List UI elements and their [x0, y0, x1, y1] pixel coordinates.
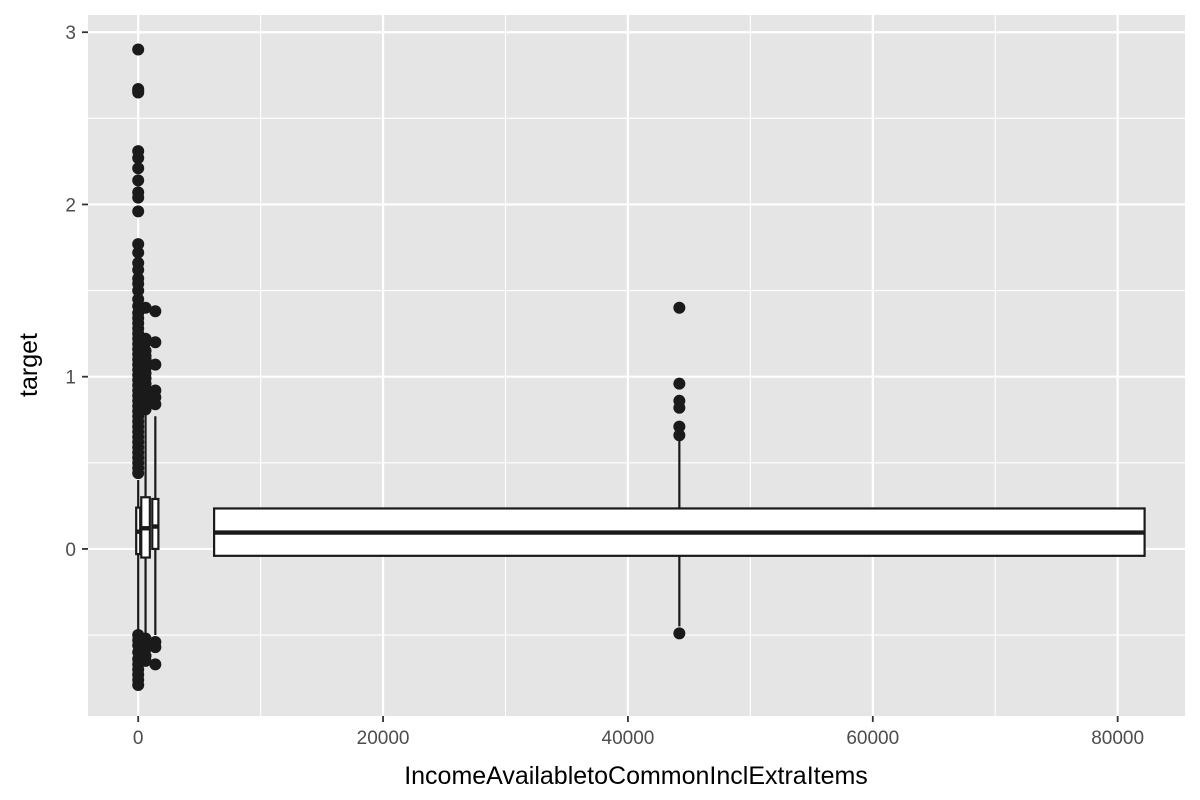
x-tick-label: 0: [133, 728, 144, 749]
x-tick-label: 60000: [846, 728, 899, 749]
outlier-point: [132, 263, 145, 276]
outlier-point: [132, 284, 145, 297]
y-tick-label: 0: [65, 540, 76, 561]
outlier-point: [132, 162, 145, 175]
outlier-point: [132, 246, 145, 259]
outlier-point: [149, 641, 162, 654]
x-axis: 0 20000 40000 60000 80000: [133, 716, 1144, 749]
outlier-point: [132, 238, 145, 251]
x-tick-label: 80000: [1091, 728, 1144, 749]
outlier-point: [132, 43, 145, 56]
box-group-4: [213, 301, 1146, 640]
box-group-2: [139, 301, 152, 667]
outlier-point: [132, 174, 145, 187]
x-tick-label: 40000: [602, 728, 655, 749]
x-tick-label: 20000: [357, 728, 410, 749]
outlier-point: [132, 205, 145, 218]
box-body: [151, 497, 160, 551]
outlier-point: [139, 403, 152, 416]
outlier-point: [139, 654, 152, 667]
outlier-point: [673, 420, 686, 433]
y-tick-label: 2: [65, 195, 76, 216]
outlier-point: [149, 358, 162, 371]
minor-gridlines: [88, 15, 1185, 716]
outlier-point: [149, 305, 162, 318]
outlier-point: [673, 429, 686, 442]
outlier-point: [149, 658, 162, 671]
outlier-point: [132, 678, 145, 691]
outlier-point: [132, 86, 145, 99]
y-tick-label: 1: [65, 368, 76, 389]
y-axis: 0 1 2 3: [65, 23, 88, 561]
box-series: [132, 43, 1146, 691]
outlier-point: [132, 191, 145, 204]
y-tick-label: 3: [65, 23, 76, 44]
outlier-point: [149, 336, 162, 349]
outlier-point: [673, 627, 686, 640]
outlier-point: [673, 377, 686, 390]
x-axis-title: IncomeAvailabletoCommonInclExtraItems: [404, 762, 868, 790]
outlier-point: [132, 151, 145, 164]
outlier-point: [673, 401, 686, 414]
outlier-point: [139, 301, 152, 314]
outlier-point: [139, 336, 152, 349]
outlier-point: [673, 301, 686, 314]
panel-background: [88, 15, 1185, 716]
y-axis-title: target: [15, 333, 43, 397]
box-group-1: [132, 43, 145, 691]
box-group-3: [149, 305, 162, 671]
outlier-point: [132, 467, 145, 480]
outlier-point: [149, 398, 162, 411]
